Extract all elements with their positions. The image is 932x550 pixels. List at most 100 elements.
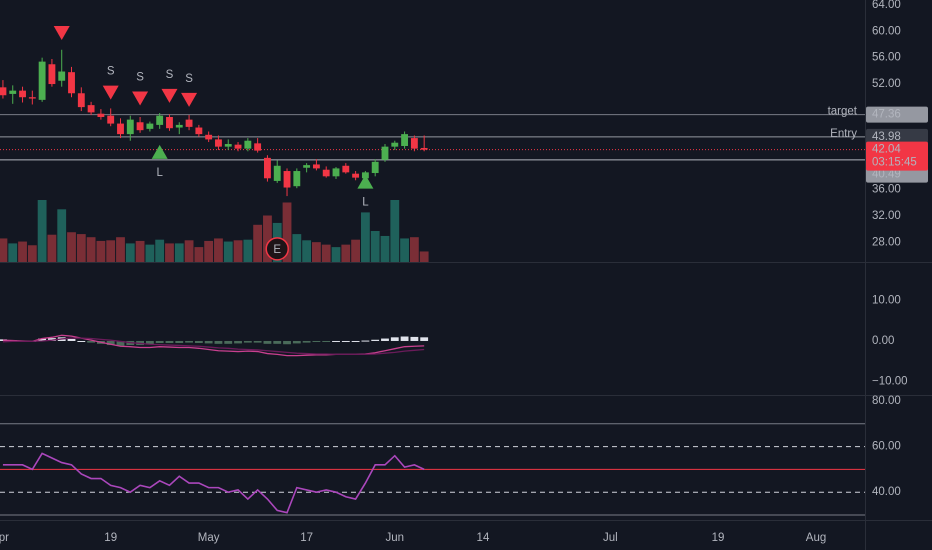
- macd-histogram-bar: [165, 340, 174, 344]
- candle-body: [87, 105, 95, 113]
- volume-bar: [184, 240, 194, 262]
- macd-histogram-bar: [87, 340, 96, 343]
- y-tick-label: 32.00: [872, 210, 901, 222]
- volume-bar: [409, 237, 419, 262]
- volume-bar: [292, 234, 302, 262]
- volume-bar: [223, 241, 233, 262]
- volume-bar: [360, 212, 370, 262]
- event-label: E: [273, 244, 281, 256]
- candle-body: [244, 140, 252, 149]
- candle-body: [293, 171, 301, 187]
- macd-histogram-bar: [204, 340, 213, 344]
- volume-bar: [233, 240, 243, 262]
- macd-histogram-bar: [106, 340, 115, 346]
- y-tick-label: 36.00: [872, 184, 901, 196]
- price-label-box: [866, 106, 928, 123]
- candle-body: [215, 139, 222, 147]
- volume-bar: [302, 240, 312, 262]
- macd-histogram-bar: [292, 340, 301, 344]
- candle-body: [205, 134, 213, 140]
- macd-histogram-bar: [155, 340, 164, 344]
- macd-histogram-bar: [332, 340, 340, 342]
- candle-body: [77, 93, 85, 108]
- candle-body: [332, 168, 340, 177]
- volume-bar: [67, 232, 76, 262]
- sell-marker: [53, 25, 70, 40]
- volume-bar: [253, 224, 263, 262]
- volume-bar: [125, 243, 135, 262]
- signal-label: S: [185, 73, 193, 85]
- y-tick-label: 0.00: [872, 335, 894, 347]
- candle-body: [166, 116, 173, 129]
- candle-body: [303, 165, 311, 168]
- y-tick-label: 56.00: [872, 52, 901, 64]
- y-tick-label: 60.00: [872, 441, 901, 453]
- candle-body: [371, 161, 379, 174]
- macd-histogram-bar: [214, 340, 223, 344]
- candle-body: [107, 115, 115, 124]
- sell-marker: [181, 92, 198, 107]
- macd-histogram-bar: [145, 340, 154, 345]
- candle-body: [342, 165, 350, 173]
- candle-body: [224, 144, 232, 147]
- macd-histogram-bar: [263, 340, 272, 344]
- macd-histogram-bar: [116, 340, 125, 346]
- candle-body: [28, 97, 36, 99]
- macd-histogram-bar: [390, 337, 399, 341]
- candle-body: [156, 115, 164, 125]
- macd-histogram-bar: [341, 340, 350, 342]
- y-tick-label: 40.00: [872, 486, 901, 498]
- volume-bar: [57, 209, 67, 262]
- candle-body: [117, 123, 124, 135]
- macd-histogram-bar: [410, 336, 419, 341]
- macd-histogram-bar: [185, 340, 193, 343]
- price-line-name: Entry: [830, 128, 857, 140]
- sell-marker: [102, 85, 119, 100]
- candle-body: [322, 169, 330, 177]
- candle-body: [264, 157, 271, 179]
- price-label: 47.36: [872, 109, 901, 121]
- macd-histogram-bar: [312, 340, 321, 342]
- candle-body: [146, 123, 154, 129]
- volume-bar: [0, 238, 8, 262]
- candle-body: [254, 143, 262, 151]
- macd-histogram-bar: [243, 340, 252, 343]
- x-tick-label: 17: [300, 532, 313, 544]
- y-tick-label: 60.00: [872, 25, 901, 37]
- candle-body: [48, 64, 56, 85]
- candle-body: [126, 119, 134, 135]
- volume-bar: [370, 231, 380, 262]
- volume-bar: [8, 243, 18, 262]
- volume-bar: [390, 200, 400, 262]
- macd-histogram-bar: [322, 340, 331, 342]
- signal-label: L: [156, 167, 163, 179]
- candle-body: [97, 113, 105, 117]
- volume-bar: [243, 239, 253, 262]
- macd-histogram-bar: [420, 337, 429, 341]
- macd-histogram-bar: [175, 340, 184, 344]
- volume-bar: [18, 241, 27, 262]
- price-label: 40.49: [872, 169, 901, 181]
- candle-body: [38, 61, 46, 100]
- volume-bar: [86, 237, 96, 262]
- volume-bar: [165, 243, 174, 262]
- price-label: 43.98: [872, 131, 901, 143]
- candle-body: [391, 142, 399, 147]
- macd-histogram-bar: [381, 338, 389, 341]
- volume-bar: [341, 244, 351, 262]
- y-tick-label: −10.00: [872, 376, 908, 388]
- macd-histogram-bar: [302, 340, 311, 343]
- volume-bar: [76, 234, 86, 262]
- volume-bar: [106, 240, 116, 262]
- volume-bar: [419, 251, 429, 262]
- macd-line: [2, 337, 425, 356]
- y-tick-label: 52.00: [872, 78, 901, 90]
- volume-bar: [37, 200, 47, 262]
- x-tick-label: 19: [104, 532, 117, 544]
- macd-histogram-bar: [400, 336, 409, 341]
- volume-bar: [331, 247, 341, 262]
- volume-bar: [214, 238, 223, 262]
- candle-body: [410, 138, 418, 149]
- candle-body: [9, 90, 17, 94]
- countdown-label: 03:15:45: [872, 157, 917, 169]
